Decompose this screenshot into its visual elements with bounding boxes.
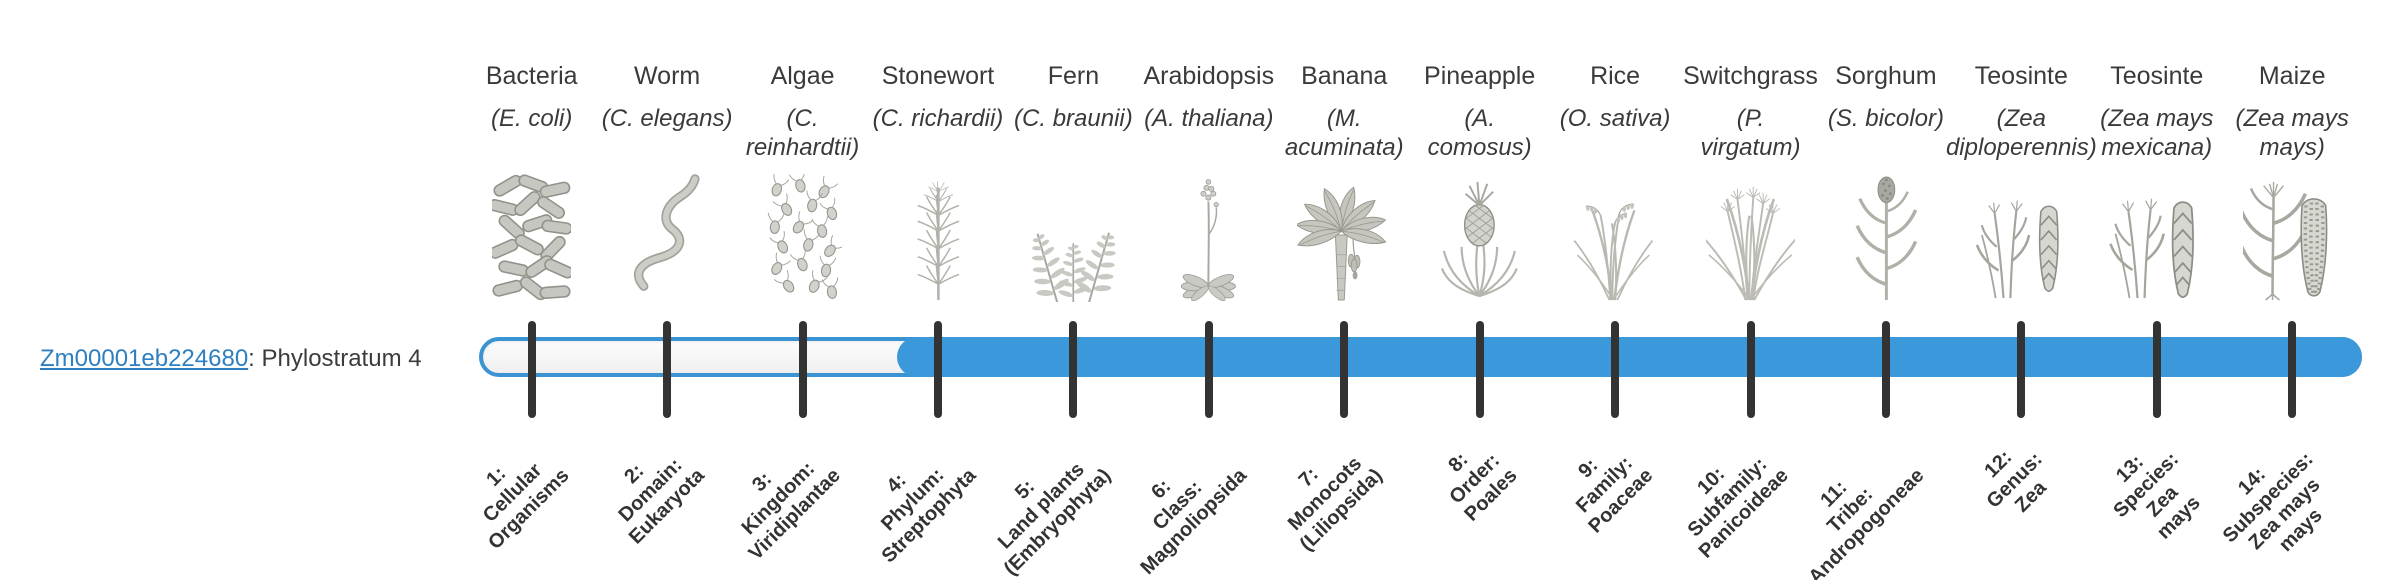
organism-name: Worm (634, 62, 701, 90)
column-bacteria: Bacteria (E. coli) 1: Cellular Organisms (464, 0, 599, 580)
phylostratum-tick (1340, 321, 1349, 418)
organism-name: Algae (770, 62, 835, 90)
organism-species: (C. braunii) (1014, 105, 1133, 132)
switchgrass-icon (1683, 168, 1819, 302)
maize-icon (2224, 168, 2360, 302)
organism-species: (Zea mays mays) (2235, 105, 2349, 161)
stonewort-icon (870, 168, 1006, 302)
organism-species: (S. bicolor) (1827, 105, 1944, 132)
column-teosinte-mexicana: Teosinte (Zea mays mexicana) 13: Species… (2089, 0, 2224, 580)
column-algae: Algae (C. reinhardtii) 3: Kingdom: Virid… (735, 0, 870, 580)
gene-label: Zm00001eb224680: Phylostratum 4 (40, 344, 422, 374)
sorghum-icon (1818, 168, 1954, 302)
column-banana: Banana (M. acuminata) (1277, 0, 1412, 580)
pineapple-icon (1412, 168, 1548, 302)
organism-name: Switchgrass (1683, 62, 1818, 90)
phylostratum-label: 14: Subspecies: Zea mays mays (2219, 448, 2327, 557)
bacteria-icon (464, 168, 600, 302)
organism-name: Sorghum (1835, 62, 1937, 90)
organism-columns: Bacteria (E. coli) 1: Cellular Organisms (464, 0, 2360, 580)
organism-name: Rice (1590, 62, 1641, 90)
phylostrata-bar-fill (897, 337, 2362, 377)
column-sorghum: Sorghum (S. bicolor) (1804, 0, 1954, 580)
phylostratum-tick (2152, 321, 2161, 418)
organism-name: Teosinte (1974, 62, 2068, 90)
gene-phylostratum-text: : Phylostratum 4 (248, 345, 422, 372)
phylostratum-label: 13: Species: Zea mays (2108, 448, 2205, 544)
phylostratum-tick (527, 321, 536, 418)
rice-icon (1547, 168, 1683, 302)
organism-name: Bacteria (485, 62, 578, 90)
column-teosinte-diploperennis: Teosinte (Zea diploperennis) 12: Genus: … (1946, 0, 2097, 580)
teosinte-mexicana-icon (2089, 168, 2225, 302)
organism-species: (M. acuminata) (1284, 105, 1404, 161)
organism-name: Stonewort (881, 62, 995, 90)
organism-name: Teosinte (2110, 62, 2204, 90)
algae-icon (735, 168, 871, 302)
phylostratum-tick (663, 321, 672, 418)
teosinte-diploperennis-icon (1953, 168, 2089, 302)
phylostratum-label: 7: Monocots (Liliopsida) (1283, 452, 1387, 556)
phylostratum-tick (1204, 321, 1213, 418)
column-fern: Fern (C. braunii) 5: Land plants (Embryo… (994, 0, 1141, 580)
column-switchgrass: Switchgrass (P. virgatum) (1683, 0, 1818, 580)
organism-species: (C. elegans) (601, 105, 733, 132)
organism-name: Arabidopsis (1143, 62, 1275, 90)
phylostratum-label: 1: Cellular Organisms (479, 459, 574, 554)
organism-name: Pineapple (1424, 62, 1536, 90)
phylostratum-tick (1069, 321, 1078, 418)
organism-species: (Zea diploperennis) (1945, 105, 2097, 161)
organism-name: Fern (1047, 62, 1100, 90)
column-maize: Maize (Zea mays mays) (2219, 0, 2360, 580)
column-stonewort: Stonewort (C. richardii) 4: Phylum: Stre… (870, 0, 1005, 580)
phylostratum-tick (2288, 321, 2297, 418)
banana-icon (1276, 168, 1412, 302)
phylostratum-tick (1611, 321, 1620, 418)
phylostratum-tick (933, 321, 942, 418)
organism-species: (O. sativa) (1559, 105, 1671, 132)
fern-icon (1005, 168, 1141, 302)
column-arabidopsis: Arabidopsis (A. thaliana) (1136, 0, 1277, 580)
phylostratum-label: 2: Domain: Eukaryota (614, 454, 710, 549)
phylostratum-label: 12: Genus: Zea (1980, 446, 2052, 517)
phylostratum-tick (2017, 321, 2026, 418)
organism-species: (E. coli) (491, 105, 573, 132)
phylostratum-label: 8: Order: Poales (1444, 448, 1522, 526)
organism-species: (Zea mays mexicana) (2100, 105, 2214, 161)
organism-species: (A. thaliana) (1144, 105, 1274, 132)
organism-species: (C. reinhardtii) (745, 105, 860, 161)
phylostratum-tick (798, 321, 807, 418)
phylostratum-tick (1475, 321, 1484, 418)
phylostratum-tick (1746, 321, 1755, 418)
column-rice: Rice (O. sativa) (1547, 0, 1682, 580)
gene-id-link[interactable]: Zm00001eb224680 (40, 345, 249, 372)
column-worm: Worm (C. elegans) 2: Domain: Eukaryota (599, 0, 734, 580)
worm-icon (599, 168, 735, 302)
organism-name: Banana (1301, 62, 1388, 90)
organism-species: (P. virgatum) (1700, 105, 1801, 161)
organism-species: (A. comosus) (1427, 105, 1532, 161)
phylostratum-label: 9: Family: Poaceae (1571, 452, 1658, 538)
phylostratum-tick (1881, 321, 1890, 418)
arabidopsis-icon (1141, 168, 1277, 302)
organism-species: (C. richardii) (872, 105, 1004, 132)
organism-name: Maize (2258, 62, 2326, 90)
column-pineapple: Pineapple (A. comosus) (1412, 0, 1547, 580)
